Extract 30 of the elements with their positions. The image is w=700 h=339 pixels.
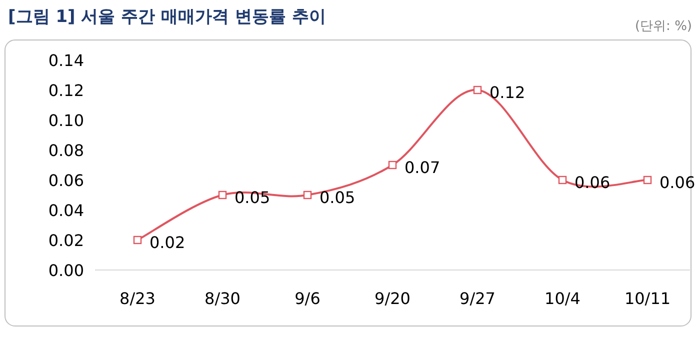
x-tick-label: 8/30 (204, 289, 240, 308)
y-tick-label: 0.02 (48, 231, 84, 250)
point (218, 190, 227, 200)
y-tick-label: 0.10 (48, 111, 84, 130)
y-tick-label: 0.14 (48, 51, 84, 70)
y-tick-label: 0.06 (48, 171, 84, 190)
data-label: 0.05 (234, 188, 270, 207)
data-label: 0.05 (320, 188, 356, 207)
data-label: 0.07 (404, 158, 440, 177)
x-tick-label: 10/4 (544, 289, 580, 308)
y-tick-label: 0.04 (48, 201, 84, 220)
text: (단위: %) (634, 19, 692, 34)
point (388, 160, 397, 170)
x-tick-label: 8/23 (120, 289, 156, 308)
x-tick-label: 9/20 (374, 289, 410, 308)
x-tick-label: 9/6 (294, 289, 320, 308)
point (133, 236, 142, 244)
point (303, 190, 312, 200)
data-label: 0.12 (490, 83, 526, 102)
data-label: 0.02 (150, 233, 186, 252)
x-tick-label: 9/27 (460, 289, 496, 308)
point (473, 86, 482, 94)
x-tick-label: 10/11 (624, 289, 671, 308)
point (558, 176, 567, 184)
data-label: 0.06 (660, 173, 696, 192)
y-tick-label: 0.12 (48, 81, 84, 100)
y-tick-label: 0.08 (48, 141, 84, 160)
chart-title: [그림 1] 서울 주간 매매가격 변동률 추이 (8, 7, 326, 27)
y-tick-label: 0.00 (48, 261, 84, 280)
point (643, 176, 652, 184)
